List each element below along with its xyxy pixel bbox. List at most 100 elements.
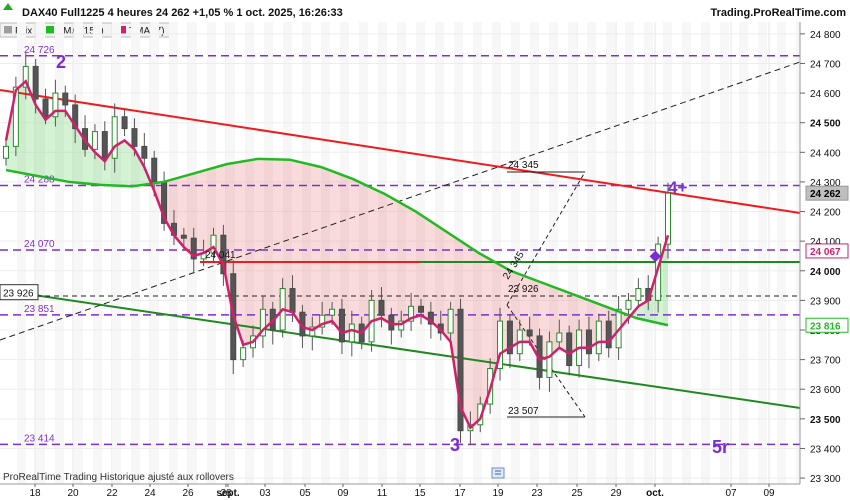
candle-body [101,131,108,159]
candle-body [378,299,385,316]
x-tick-label: 28 [220,488,232,499]
price-badge: 24 262 [810,189,841,200]
v-band [150,22,159,484]
wave-label: 4+ [668,178,687,197]
level-annotation: 24 345 [508,160,539,171]
candle-body [556,332,563,343]
candle-body [605,320,612,349]
candle-body [72,104,79,130]
tma155-swatch-icon [46,26,54,34]
candle-body [240,347,247,361]
v-band [359,22,368,484]
v-band [74,22,83,484]
scroll-handle-icon[interactable] [491,467,505,479]
candle-body [635,288,642,301]
x-tick-label: 26 [182,488,194,499]
v-band [758,22,767,484]
v-band [739,22,748,484]
y-tick-label: 24 800 [810,30,841,41]
v-band [397,22,406,484]
v-band [549,22,558,484]
bear-fill-area [151,158,629,426]
candle-body [3,145,9,159]
candle-body [319,314,326,328]
candle-body [665,192,671,245]
candle-body [12,86,19,147]
x-tick-label: 09 [763,488,775,499]
chart-title: DAX40 Full1225 4 heures 24 262 +1,05 % 1… [22,7,343,19]
v-band [93,22,102,484]
candle-body [190,237,197,260]
candle-body [131,128,138,147]
level-annotation: 23 926 [508,284,539,295]
x-tick-label: sept. [216,488,240,499]
v-band [777,22,786,484]
v-band [644,22,653,484]
v-band [720,22,729,484]
tma155-line [5,157,669,327]
wave-marker-icon: ◆ [649,247,662,263]
v-band [416,22,425,484]
candle-body [417,305,424,313]
legend-item-tma7[interactable]: TMA (7) [114,22,174,38]
v-band [36,22,45,484]
v-band [454,22,463,484]
x-tick-label: 09 [337,488,349,499]
v-band [340,22,349,484]
y-tick-label: 23 500 [810,415,841,426]
x-axis-panel [0,484,850,500]
v-band [112,22,121,484]
x-tick-label: 23 [531,488,543,499]
tma7-swatch-icon [118,26,126,34]
price-badge: 23 816 [810,321,841,332]
v-band [55,22,64,484]
footer-note: ProRealTime Trading Historique ajusté au… [3,472,234,483]
purple-level-label: 24 070 [24,239,55,250]
y-tick-label: 23 300 [810,474,841,485]
prix-swatch-icon [4,26,12,34]
candle-body [526,329,533,337]
x-tick-label: 03 [259,488,271,499]
x-tick-label: 05 [299,488,311,499]
y-tick-label: 23 400 [810,444,841,455]
candle-body [585,329,592,355]
v-band [264,22,273,484]
price-badge-box [805,185,849,201]
x-tick-label: 25 [571,488,583,499]
candle-body [52,92,59,118]
v-band [492,22,501,484]
candle-body [497,320,504,370]
bull-fill-area [631,235,668,326]
candle-body [427,311,434,325]
candle-body [546,341,553,378]
candle-body [348,323,355,343]
candle-body [151,157,158,183]
x-tick-label: 20 [67,488,79,499]
tma-lines [4,79,670,430]
v-band [606,22,615,484]
v-band [17,22,26,484]
candle-body [595,320,602,355]
v-band [682,22,691,484]
black-dashed-trendline [0,61,801,341]
wave-label: 2 [56,52,66,72]
fib-diagonal-1 [506,171,586,306]
v-band [625,22,634,484]
y-tick-label: 24 600 [810,89,841,100]
v-band [321,22,330,484]
candle-body [62,92,69,106]
y-tick-label: 23 700 [810,356,841,367]
candle-body [447,308,454,334]
y-tick-label: 24 100 [810,237,841,248]
x-tick-label: 19 [492,488,504,499]
tma7-line [4,79,670,430]
purple-level-label: 24 288 [24,174,55,185]
x-tick-label: 29 [610,488,622,499]
v-band [226,22,235,484]
candle-body [22,65,29,88]
candle-body [566,332,573,367]
candle-body [220,234,227,275]
candle-body [457,308,464,432]
